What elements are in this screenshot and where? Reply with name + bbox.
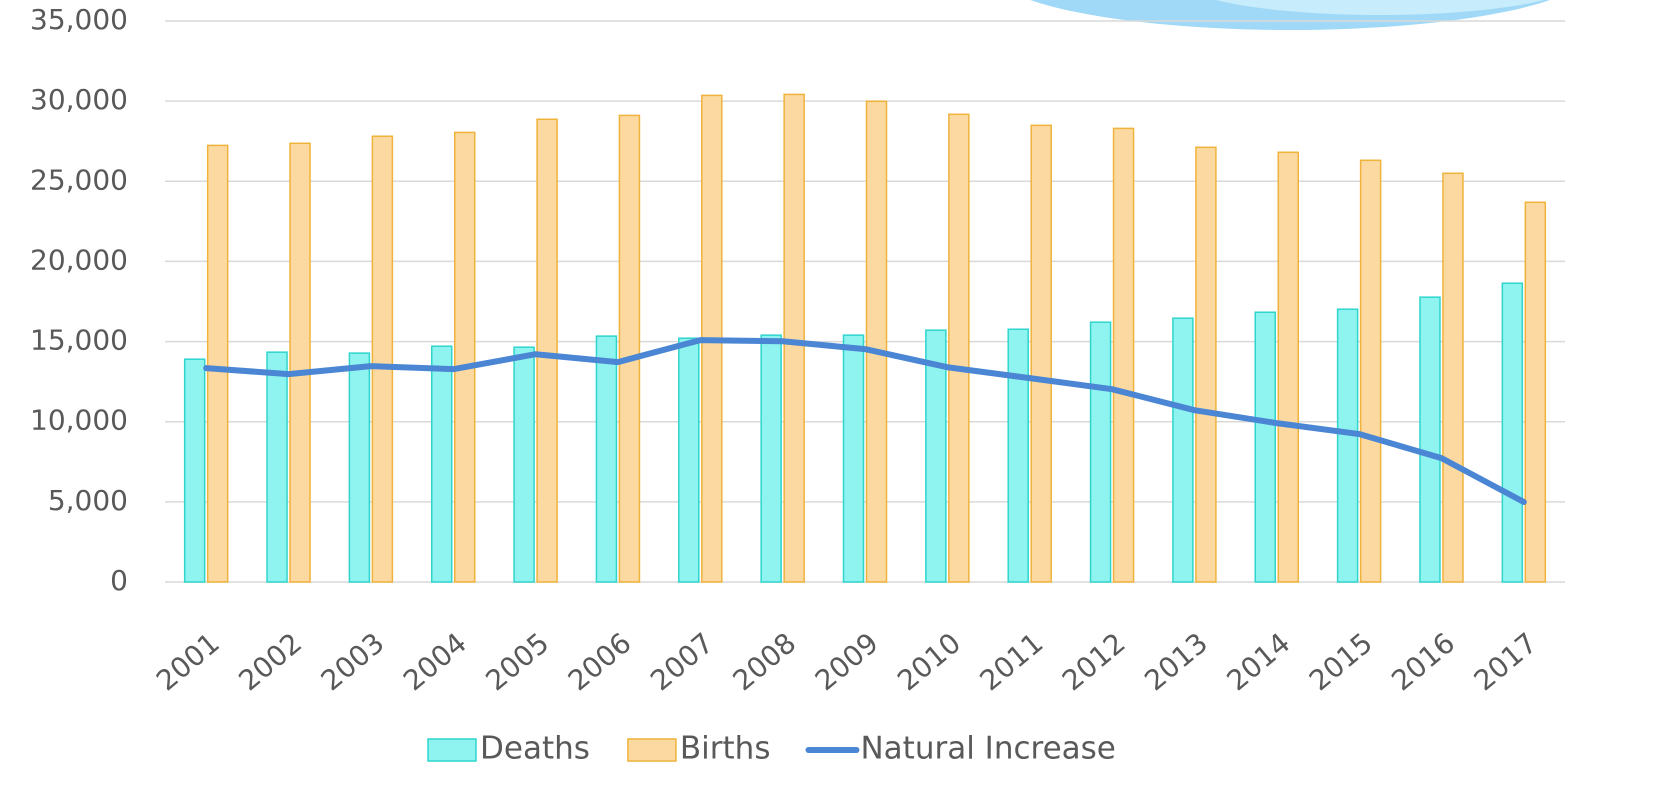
x-tick-label: 2008 bbox=[726, 626, 802, 697]
y-tick-label: 10,000 bbox=[30, 404, 128, 437]
bar bbox=[1338, 309, 1358, 582]
x-tick-label: 2012 bbox=[1056, 626, 1132, 697]
y-tick-label: 20,000 bbox=[30, 243, 128, 276]
bar bbox=[867, 101, 887, 582]
bar bbox=[1420, 297, 1440, 582]
bar bbox=[596, 336, 616, 582]
bar bbox=[372, 136, 392, 582]
y-tick-label: 25,000 bbox=[30, 163, 128, 196]
x-tick-label: 2004 bbox=[397, 626, 473, 697]
legend-swatch bbox=[428, 739, 476, 761]
bar bbox=[1255, 312, 1275, 582]
x-tick-label: 2014 bbox=[1221, 626, 1297, 697]
x-tick-label: 2013 bbox=[1138, 626, 1214, 697]
x-tick-label: 2005 bbox=[479, 626, 555, 697]
bar bbox=[679, 338, 699, 582]
bar bbox=[1173, 318, 1193, 582]
x-tick-label: 2006 bbox=[562, 626, 638, 697]
bar bbox=[1031, 125, 1051, 582]
legend-label: Deaths bbox=[480, 731, 590, 767]
bar bbox=[185, 359, 205, 582]
x-tick-label: 2001 bbox=[150, 626, 226, 697]
bar bbox=[844, 335, 864, 582]
x-tick-label: 2007 bbox=[644, 626, 720, 697]
bar bbox=[290, 143, 310, 582]
bar bbox=[949, 114, 969, 582]
legend-label: Births bbox=[680, 731, 771, 767]
x-tick-label: 2016 bbox=[1385, 626, 1461, 697]
bar bbox=[619, 115, 639, 582]
y-tick-label: 35,000 bbox=[30, 3, 128, 36]
x-tick-label: 2017 bbox=[1468, 626, 1544, 697]
x-tick-label: 2011 bbox=[974, 626, 1050, 697]
bar bbox=[537, 119, 557, 582]
bar bbox=[1443, 173, 1463, 582]
bar bbox=[514, 347, 534, 582]
y-tick-label: 30,000 bbox=[30, 83, 128, 116]
y-tick-label: 0 bbox=[110, 564, 128, 597]
x-tick-label: 2009 bbox=[809, 626, 885, 697]
chart: 0 5,000 10,000 15,000 20,000 25,000 30,000 35,0… bbox=[0, 0, 1663, 812]
x-tick-label: 2010 bbox=[891, 626, 967, 697]
bar bbox=[349, 353, 369, 582]
bar bbox=[267, 352, 287, 582]
bar bbox=[1091, 322, 1111, 582]
x-tick-label: 2002 bbox=[232, 626, 308, 697]
x-tick-label: 2003 bbox=[315, 626, 391, 697]
bar bbox=[432, 346, 452, 582]
bar bbox=[784, 94, 804, 582]
bar bbox=[1008, 329, 1028, 582]
x-tick-label: 2015 bbox=[1303, 626, 1379, 697]
bar bbox=[1114, 128, 1134, 582]
bar bbox=[208, 145, 228, 582]
bar bbox=[1502, 283, 1522, 582]
bar bbox=[761, 335, 781, 582]
bar bbox=[1361, 160, 1381, 582]
bar bbox=[1525, 202, 1545, 582]
bar bbox=[1196, 147, 1216, 582]
bar bbox=[455, 132, 475, 582]
y-tick-label: 5,000 bbox=[48, 484, 128, 517]
y-tick-label: 15,000 bbox=[30, 324, 128, 357]
legend-swatch bbox=[628, 739, 676, 761]
bar bbox=[1278, 152, 1298, 582]
legend-label: Natural Increase bbox=[860, 731, 1115, 767]
